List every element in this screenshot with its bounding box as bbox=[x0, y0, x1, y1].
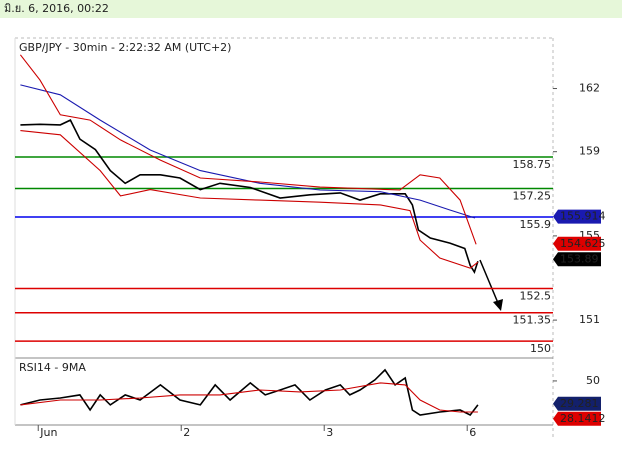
series-line bbox=[20, 119, 479, 274]
y-tick-label: 50 bbox=[586, 374, 600, 387]
price-tag-label: 154.625 bbox=[560, 237, 606, 250]
price-tag-label: 29.281 bbox=[560, 397, 599, 410]
chart-title: GBP/JPY - 30min - 2:22:32 AM (UTC+2) bbox=[19, 41, 231, 54]
series-line bbox=[20, 382, 478, 413]
x-tick-label: 6 bbox=[469, 426, 476, 439]
arrow-head bbox=[493, 299, 503, 311]
level-label: 155.9 bbox=[520, 218, 552, 231]
y-tick-label: 162 bbox=[579, 82, 600, 95]
price-tag-label: 153.89 bbox=[560, 252, 599, 265]
price-tag bbox=[553, 209, 601, 224]
price-tag-label: 155.914 bbox=[560, 210, 606, 223]
level-label: 152.5 bbox=[520, 290, 552, 303]
level-label: 157.25 bbox=[513, 190, 552, 203]
y-tick-label: 159 bbox=[579, 145, 600, 158]
level-label: 150 bbox=[530, 342, 551, 355]
price-tag bbox=[553, 396, 601, 411]
series-line bbox=[20, 368, 479, 417]
price-tag bbox=[553, 236, 601, 251]
rsi-title: RSI14 - 9MA bbox=[19, 361, 86, 374]
x-tick-label: Jun bbox=[39, 426, 57, 439]
price-tag-label: 28.1412 bbox=[560, 412, 606, 425]
price-tag bbox=[553, 411, 601, 426]
x-tick-label: 2 bbox=[183, 426, 190, 439]
x-tick-label: 3 bbox=[326, 426, 333, 439]
arrow-line bbox=[479, 259, 499, 304]
level-label: 151.35 bbox=[513, 314, 552, 327]
price-tag bbox=[553, 252, 601, 267]
y-tick-label: 151 bbox=[579, 313, 600, 326]
series-line bbox=[19, 54, 477, 245]
date-bar: มิ.ย. 6, 2016, 00:22 bbox=[0, 0, 622, 18]
level-label: 158.75 bbox=[513, 158, 552, 171]
series-line bbox=[20, 84, 476, 219]
series-line bbox=[20, 130, 479, 269]
